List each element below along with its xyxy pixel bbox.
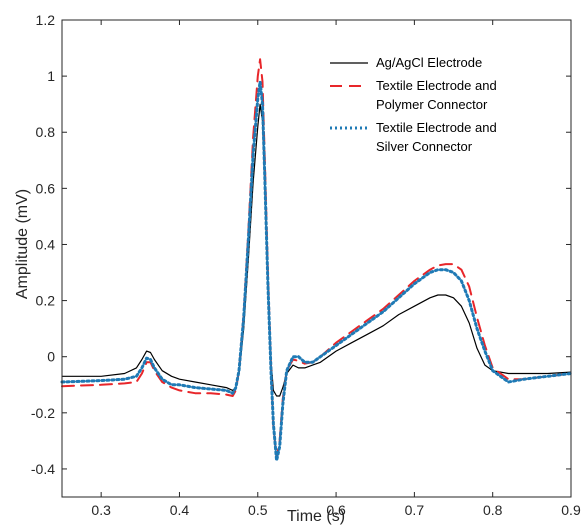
y-tick-label: 1.2 <box>36 12 56 28</box>
y-tick-label: 0.6 <box>36 180 56 196</box>
x-tick-label: 0.9 <box>561 502 581 518</box>
series-line-1 <box>61 103 572 397</box>
legend-label: Silver Connector <box>376 139 473 154</box>
legend-label: Textile Electrode and <box>376 78 497 93</box>
x-tick-label: 0.7 <box>405 502 425 518</box>
plot-area <box>60 58 573 462</box>
series-line-3 <box>60 80 573 462</box>
y-axis-title: Amplitude (mV) <box>14 189 31 299</box>
y-tick-label: 0 <box>47 349 55 365</box>
legend-label: Textile Electrode and <box>376 120 497 135</box>
y-tick-label: -0.2 <box>31 405 55 421</box>
y-tick-label: 0.4 <box>36 236 56 252</box>
axes-box <box>61 19 572 498</box>
x-axis-title: Time (s) <box>287 508 345 525</box>
x-tick-label: 0.3 <box>91 502 111 518</box>
y-tick-label: -0.4 <box>31 461 55 477</box>
x-tick-label: 0.6 <box>326 502 346 518</box>
x-tick-label: 0.8 <box>483 502 503 518</box>
x-tick-label: 0.5 <box>248 502 268 518</box>
legend-label: Polymer Connector <box>376 97 488 112</box>
legend-label: Ag/AgCl Electrode <box>376 55 482 70</box>
y-tick-label: 1 <box>47 68 55 84</box>
x-tick-label: 0.4 <box>170 502 190 518</box>
legend: Ag/AgCl Electrode Textile Electrode and Po… <box>330 55 497 154</box>
y-tick-label: 0.8 <box>36 124 56 140</box>
axes: 0.3 0.4 0.5 0.6 0.7 0.8 0.9 -0.4 -0.2 0 0.2 0.4 0.6 0… <box>31 12 581 518</box>
y-tick-label: 0.2 <box>36 293 56 309</box>
